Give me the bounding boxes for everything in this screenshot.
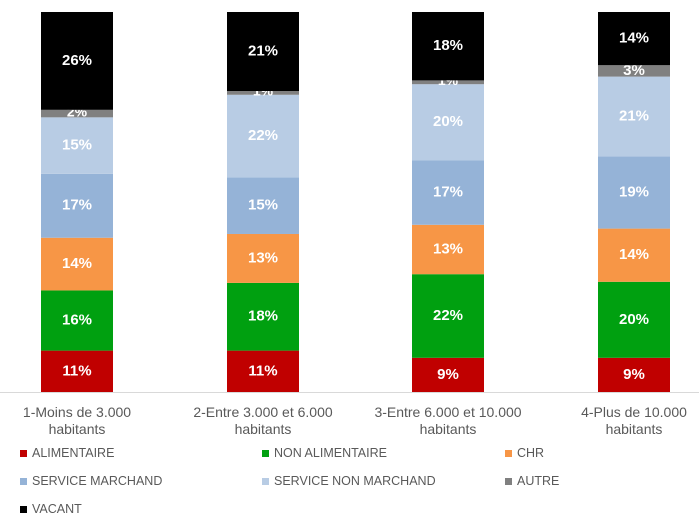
bar-segment — [412, 274, 484, 358]
bar-segment — [41, 290, 113, 351]
data-label: 9% — [437, 366, 459, 383]
data-label: 19% — [619, 183, 649, 200]
data-label: 11% — [62, 362, 91, 379]
data-label: 17% — [433, 183, 463, 200]
bar-segment — [598, 156, 670, 229]
legend-label: AUTRE — [517, 474, 560, 488]
bar-segment — [412, 80, 484, 85]
legend-swatch — [505, 450, 512, 457]
bar-segment — [598, 65, 670, 77]
legend-label: NON ALIMENTAIRE — [274, 446, 387, 460]
data-label: 18% — [433, 37, 463, 54]
bar-segment — [227, 12, 299, 92]
bar-segment — [41, 237, 113, 291]
legend-swatch — [20, 450, 27, 457]
data-label: 3% — [623, 62, 645, 79]
data-label: 20% — [433, 113, 463, 130]
legend-swatch — [20, 478, 27, 485]
data-label: 16% — [62, 311, 92, 328]
legend-label: CHR — [517, 446, 545, 460]
legend-swatch — [262, 478, 269, 485]
bar-segment — [412, 224, 484, 275]
bar-segment — [412, 84, 484, 161]
data-label: 14% — [62, 255, 92, 272]
bar-segment — [598, 76, 670, 157]
data-label: 21% — [619, 107, 649, 124]
bar-segment — [227, 177, 299, 234]
bar-segment — [598, 357, 670, 392]
bar-segment — [227, 94, 299, 178]
legend-label: SERVICE MARCHAND — [32, 474, 163, 488]
bar-segment — [227, 282, 299, 351]
data-label: 13% — [433, 240, 463, 257]
legend-label: VACANT — [32, 502, 82, 515]
data-label: 15% — [62, 137, 92, 154]
bar-segment — [41, 117, 113, 174]
data-label: 21% — [248, 42, 278, 59]
bar-segment — [227, 233, 299, 283]
bar-segment — [41, 350, 113, 392]
data-label: 15% — [248, 197, 278, 214]
bar-segment — [412, 357, 484, 392]
bar-segment — [598, 12, 670, 66]
x-tick-label: 3-Entre 6.000 et 10.000 habitants — [374, 404, 522, 437]
bar-segment — [41, 12, 113, 110]
data-label: 17% — [62, 197, 92, 214]
bar-segment — [41, 173, 113, 238]
data-label: 9% — [623, 366, 645, 383]
data-label: 14% — [619, 246, 649, 263]
x-tick-label: 4-Plus de 10.000 habitants — [581, 404, 687, 437]
plot: 11%16%14%17%15%2%26%11%18%13%15%22%1%21%… — [0, 12, 699, 393]
data-label: 22% — [433, 307, 463, 324]
legend-swatch — [20, 506, 27, 513]
legend-swatch — [262, 450, 269, 457]
legend-label: SERVICE NON MARCHAND — [274, 474, 436, 488]
x-tick-label: 1-Moins de 3.000 habitants — [22, 404, 132, 437]
data-label: 13% — [248, 249, 278, 266]
data-label: 11% — [248, 362, 277, 379]
x-tick-label: 2-Entre 3.000 et 6.000 habitants — [193, 404, 333, 437]
bar-segment — [227, 91, 299, 95]
data-label: 14% — [619, 30, 649, 47]
bar-segment — [227, 350, 299, 392]
bar-segment — [598, 281, 670, 358]
bar-segment — [412, 12, 484, 81]
data-label: 20% — [619, 311, 649, 328]
data-label: 22% — [248, 127, 278, 144]
bar-segment — [41, 109, 113, 118]
legend-label: ALIMENTAIRE — [32, 446, 115, 460]
legend-swatch — [505, 478, 512, 485]
bar-segment — [598, 228, 670, 282]
data-label: 26% — [62, 52, 92, 69]
data-label: 18% — [248, 308, 278, 325]
bar-segment — [412, 160, 484, 225]
